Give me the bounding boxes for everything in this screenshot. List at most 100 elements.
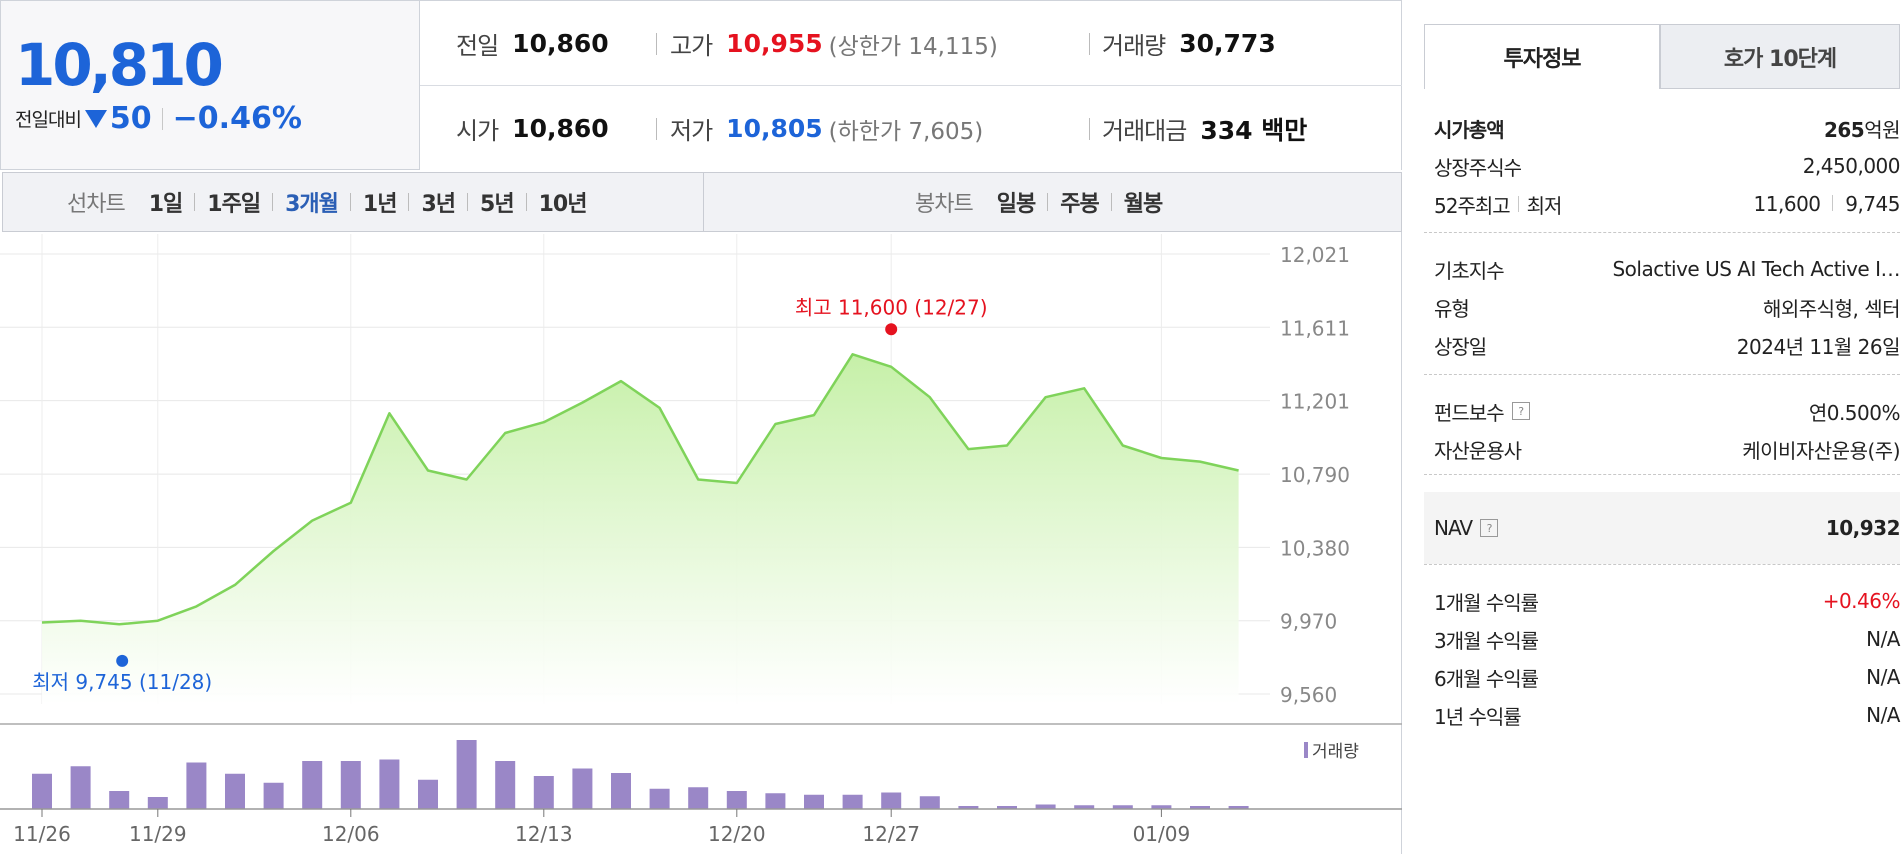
candle-daily[interactable]: 일봉 bbox=[996, 192, 1036, 217]
market-cap-row: 시가총액 265억원 bbox=[1434, 109, 1900, 147]
divider bbox=[1424, 564, 1900, 565]
divider bbox=[525, 193, 527, 211]
day-high: 고가 10,955 (상한가 14,115) bbox=[670, 1, 998, 86]
x-tick-label: 11/29 bbox=[129, 822, 187, 846]
divider bbox=[1424, 374, 1900, 375]
day-high-label: 고가 bbox=[670, 32, 713, 60]
volume-bar bbox=[263, 782, 284, 809]
divider bbox=[656, 33, 657, 55]
period-1w[interactable]: 1주일 bbox=[207, 192, 261, 217]
volume-bar bbox=[1074, 805, 1095, 809]
open-price: 시가 10,860 bbox=[456, 86, 609, 171]
period-3y[interactable]: 3년 bbox=[421, 192, 456, 217]
prev-close-value: 10,860 bbox=[512, 29, 609, 58]
tab-order-book[interactable]: 호가 10단계 bbox=[1660, 24, 1900, 89]
upper-limit: (상한가 14,115) bbox=[828, 33, 998, 60]
return-1m-row: 1개월 수익률 +0.46% bbox=[1434, 582, 1901, 620]
listing-date-row: 상장일 2024년 11월 26일 bbox=[1434, 326, 1901, 364]
divider bbox=[349, 193, 351, 211]
volume-bar bbox=[726, 791, 747, 809]
nav-label: NAV? bbox=[1434, 516, 1499, 540]
price-line bbox=[41, 353, 1239, 626]
trade-amount-value: 334 백만 bbox=[1200, 115, 1308, 145]
price-chart[interactable]: 12,021 11,611 11,201 10,790 10,380 9,970 9,560… bbox=[0, 232, 1402, 854]
candle-weekly[interactable]: 주봉 bbox=[1060, 192, 1099, 217]
y-tick-label: 9,970 bbox=[1280, 610, 1337, 634]
nav-row: NAV? 10,932 bbox=[1434, 509, 1901, 547]
high-marker bbox=[885, 323, 898, 336]
base-index-label: 기초지수 bbox=[1434, 258, 1505, 283]
day-low: 저가 10,805 (하한가 7,605) bbox=[670, 86, 983, 171]
y-tick-label: 10,790 bbox=[1280, 463, 1350, 487]
nav-box: NAV? 10,932 bbox=[1424, 492, 1901, 564]
volume-value: 30,773 bbox=[1179, 29, 1276, 58]
volume-bar bbox=[186, 762, 207, 809]
x-tick-label: 12/20 bbox=[708, 822, 766, 846]
volume-bar bbox=[649, 788, 670, 809]
period-1d[interactable]: 1일 bbox=[148, 192, 184, 217]
fund-fee-value: 연0.500% bbox=[1808, 400, 1901, 425]
y-tick-label: 11,611 bbox=[1280, 316, 1350, 340]
open-value: 10,860 bbox=[512, 114, 609, 143]
help-icon[interactable]: ? bbox=[1511, 402, 1530, 420]
52w-high-value: 11,600 bbox=[1753, 192, 1821, 216]
return-1y-value: N/A bbox=[1866, 703, 1900, 727]
divider bbox=[1047, 193, 1049, 211]
asset-manager-row: 자산운용사 케이비자산운용(주) bbox=[1434, 430, 1900, 468]
x-tick-label: 12/13 bbox=[515, 822, 573, 846]
volume-legend-swatch bbox=[1304, 742, 1308, 758]
y-tick-label: 11,201 bbox=[1280, 390, 1350, 414]
listing-date-label: 상장일 bbox=[1434, 334, 1487, 359]
divider bbox=[467, 193, 469, 211]
info-tabs: 투자정보 호가 10단계 bbox=[1424, 24, 1904, 89]
volume-legend-label: 거래량 bbox=[1312, 742, 1359, 762]
period-3m[interactable]: 3개월 bbox=[285, 192, 339, 217]
high-annotation: 최고 11,600 (12/27) bbox=[795, 295, 988, 319]
chart-period-bar: 선차트 1일 1주일 3개월 1년 3년 5년 10년 봉차트 일봉 주봉 월봉 bbox=[2, 172, 1402, 232]
period-1y[interactable]: 1년 bbox=[362, 192, 398, 217]
prev-close-label: 전일 bbox=[456, 32, 499, 60]
nav-text: NAV bbox=[1434, 516, 1473, 540]
volume-bar bbox=[842, 794, 863, 809]
52w-low-label: 최저 bbox=[1526, 193, 1563, 218]
volume-bar bbox=[302, 761, 323, 809]
52w-row: 52주최고 최저 11,600 9,745 bbox=[1434, 185, 1900, 223]
fund-type-label: 유형 bbox=[1434, 296, 1470, 321]
market-cap-value: 265억원 bbox=[1824, 114, 1901, 143]
down-arrow-icon bbox=[84, 109, 107, 128]
volume-bar bbox=[456, 740, 477, 809]
prev-close: 전일 10,860 bbox=[456, 1, 609, 86]
base-index-row: 기초지수 Solactive US AI Tech Active I… bbox=[1434, 250, 1900, 288]
divider bbox=[1517, 196, 1519, 212]
quote-row: 시가 10,860 저가 10,805 (하한가 7,605) 거래대금 334… bbox=[420, 86, 1402, 171]
return-6m-value: N/A bbox=[1866, 665, 1900, 689]
candle-chart-periods: 봉차트 일봉 주봉 월봉 bbox=[915, 173, 1163, 231]
return-1m-value: +0.46% bbox=[1822, 589, 1901, 613]
volume-bar bbox=[1190, 806, 1210, 809]
volume-bar bbox=[495, 761, 516, 809]
change-label: 전일대비 bbox=[15, 109, 82, 131]
period-5y[interactable]: 5년 bbox=[480, 192, 515, 217]
period-10y[interactable]: 10년 bbox=[538, 192, 588, 217]
52w-high-label: 52주최고 bbox=[1434, 193, 1511, 218]
candle-monthly[interactable]: 월봉 bbox=[1123, 192, 1163, 217]
day-low-value: 10,805 bbox=[726, 114, 823, 143]
fund-fee-text: 펀드보수 bbox=[1434, 400, 1505, 425]
fund-type-row: 유형 해외주식형, 섹터 bbox=[1434, 288, 1901, 326]
tab-investment-info[interactable]: 투자정보 bbox=[1424, 24, 1660, 89]
fund-fee-label: 펀드보수? bbox=[1434, 397, 1530, 426]
52w-value: 11,600 9,745 bbox=[1753, 192, 1901, 216]
x-tick-label: 01/09 bbox=[1133, 822, 1191, 846]
volume-bar bbox=[1228, 806, 1249, 809]
price-change-row: 전일대비 50 −0.46% bbox=[15, 101, 302, 136]
shares-value: 2,450,000 bbox=[1802, 154, 1901, 178]
x-tick-label: 12/27 bbox=[862, 822, 920, 846]
52w-label: 52주최고 최저 bbox=[1434, 190, 1563, 219]
volume-bar bbox=[418, 779, 438, 809]
help-icon[interactable]: ? bbox=[1480, 519, 1499, 537]
divider bbox=[161, 107, 163, 130]
return-1y-row: 1년 수익률 N/A bbox=[1434, 696, 1900, 734]
price-chart-svg: 12,021 11,611 11,201 10,790 10,380 9,970 9,560… bbox=[0, 234, 1402, 846]
volume-bar bbox=[881, 792, 902, 809]
divider bbox=[1424, 232, 1900, 233]
